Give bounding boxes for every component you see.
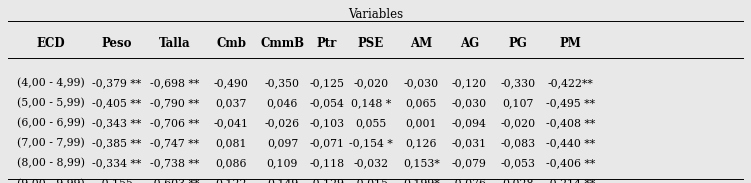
Text: 0,097: 0,097 — [267, 138, 298, 148]
Text: 0,081: 0,081 — [216, 138, 247, 148]
Text: -0,154 *: -0,154 * — [349, 138, 393, 148]
Text: 0,046: 0,046 — [267, 98, 298, 108]
Text: -0,054: -0,054 — [309, 98, 344, 108]
Text: 0,086: 0,086 — [216, 158, 247, 168]
Text: -0,334 **: -0,334 ** — [92, 158, 141, 168]
Text: 0,199*: 0,199* — [403, 178, 439, 183]
Text: PSE: PSE — [358, 37, 384, 50]
Text: -0,405 **: -0,405 ** — [92, 98, 141, 108]
Text: -0,041: -0,041 — [214, 118, 249, 128]
Text: (7,00 - 7,99): (7,00 - 7,99) — [17, 138, 85, 149]
Text: (5,00 - 5,99): (5,00 - 5,99) — [17, 98, 85, 108]
Text: Variables: Variables — [348, 8, 403, 21]
Text: -0,330: -0,330 — [501, 78, 535, 88]
Text: (6,00 - 6,99): (6,00 - 6,99) — [17, 118, 85, 128]
Text: AM: AM — [410, 37, 433, 50]
Text: -0,440 **: -0,440 ** — [546, 138, 596, 148]
Text: 0,065: 0,065 — [406, 98, 437, 108]
Text: 0,055: 0,055 — [355, 118, 387, 128]
Text: 0,126: 0,126 — [406, 138, 437, 148]
Text: (8,00 - 8,99): (8,00 - 8,99) — [17, 158, 85, 169]
Text: -0,379 **: -0,379 ** — [92, 78, 141, 88]
Text: -0,020: -0,020 — [354, 78, 388, 88]
Text: -0,603 **: -0,603 ** — [150, 178, 200, 183]
Text: 0,001: 0,001 — [406, 118, 437, 128]
Text: ECD: ECD — [37, 37, 65, 50]
Text: (9,00 - 9,99): (9,00 - 9,99) — [17, 178, 85, 183]
Text: -0,120: -0,120 — [452, 78, 487, 88]
Text: -0,071: -0,071 — [309, 138, 344, 148]
Text: 0,107: 0,107 — [502, 98, 534, 108]
Text: -0,079: -0,079 — [452, 158, 487, 168]
Text: -0,118: -0,118 — [309, 158, 344, 168]
Text: 0,122: 0,122 — [216, 178, 247, 183]
Text: -0,094: -0,094 — [452, 118, 487, 128]
Text: PM: PM — [560, 37, 581, 50]
Text: -0,076: -0,076 — [452, 178, 487, 183]
Text: -0,747 **: -0,747 ** — [150, 138, 200, 148]
Text: -0,155: -0,155 — [99, 178, 134, 183]
Text: -0,083: -0,083 — [501, 138, 535, 148]
Text: PG: PG — [509, 37, 527, 50]
Text: -0,385 **: -0,385 ** — [92, 138, 141, 148]
Text: 0,109: 0,109 — [267, 158, 298, 168]
Text: CmmB: CmmB — [261, 37, 304, 50]
Text: Cmb: Cmb — [216, 37, 246, 50]
Text: 0,028: 0,028 — [502, 178, 534, 183]
Text: -0,706 **: -0,706 ** — [150, 118, 200, 128]
Text: -0,020: -0,020 — [501, 118, 535, 128]
Text: Peso: Peso — [101, 37, 131, 50]
Text: -0,026: -0,026 — [265, 118, 300, 128]
Text: -0,125: -0,125 — [309, 78, 344, 88]
Text: Ptr: Ptr — [316, 37, 337, 50]
Text: 0,148 *: 0,148 * — [351, 98, 391, 108]
Text: -0,495 **: -0,495 ** — [546, 98, 596, 108]
Text: -0,406 **: -0,406 ** — [546, 158, 596, 168]
Text: -0,031: -0,031 — [452, 138, 487, 148]
Text: -0,030: -0,030 — [452, 98, 487, 108]
Text: -0,030: -0,030 — [404, 78, 439, 88]
Text: 0,153*: 0,153* — [403, 158, 439, 168]
Text: -0,490: -0,490 — [214, 78, 249, 88]
Text: -0,343 **: -0,343 ** — [92, 118, 141, 128]
Text: -0,129: -0,129 — [309, 178, 344, 183]
Text: -0,422**: -0,422** — [548, 78, 593, 88]
Text: -0,032: -0,032 — [354, 158, 388, 168]
Text: -0,350: -0,350 — [265, 78, 300, 88]
Text: 0,149: 0,149 — [267, 178, 298, 183]
Text: -0,015: -0,015 — [354, 178, 388, 183]
Text: -0,738 **: -0,738 ** — [150, 158, 200, 168]
Text: -0,698 **: -0,698 ** — [150, 78, 200, 88]
Text: -0,053: -0,053 — [501, 158, 535, 168]
Text: (4,00 - 4,99): (4,00 - 4,99) — [17, 78, 85, 88]
Text: -0,790 **: -0,790 ** — [150, 98, 200, 108]
Text: AG: AG — [460, 37, 479, 50]
Text: -0,214 **: -0,214 ** — [546, 178, 596, 183]
Text: -0,408 **: -0,408 ** — [546, 118, 596, 128]
Text: 0,037: 0,037 — [216, 98, 247, 108]
Text: Talla: Talla — [159, 37, 191, 50]
Text: -0,103: -0,103 — [309, 118, 344, 128]
